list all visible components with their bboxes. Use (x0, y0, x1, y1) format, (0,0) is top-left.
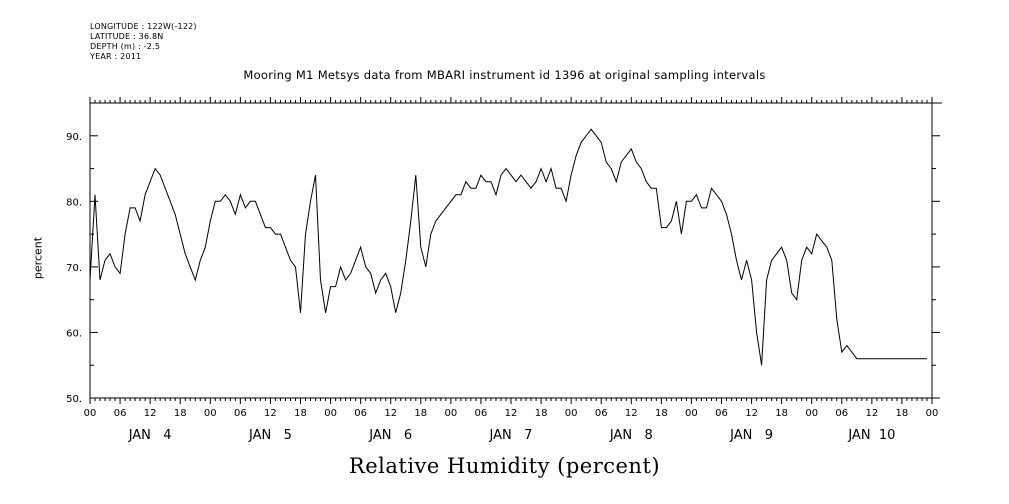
x-tick-label: 12 (625, 408, 638, 419)
x-tick-label: 00 (926, 408, 939, 419)
x-tick-label: 18 (174, 408, 187, 419)
metadata-block: LONGITUDE : 122W(-122) LATITUDE : 36.8N … (90, 22, 197, 62)
x-tick-label: 00 (685, 408, 698, 419)
x-tick-label: 18 (775, 408, 788, 419)
y-tick-label: 80. (66, 197, 82, 208)
meta-longitude: LONGITUDE : 122W(-122) (90, 22, 197, 31)
y-tick-label: 50. (66, 394, 82, 405)
x-tick-label: 12 (865, 408, 878, 419)
x-tick-label: 18 (655, 408, 668, 419)
y-tick-label: 60. (66, 328, 82, 339)
x-tick-label: 18 (896, 408, 909, 419)
x-tick-label: 06 (234, 408, 247, 419)
chart-title: Mooring M1 Metsys data from MBARI instru… (243, 68, 766, 82)
x-tick-label: 00 (565, 408, 578, 419)
meta-year: YEAR : 2011 (90, 52, 142, 61)
tick-labels-group: 00 06 12 18 00 06 12 18 00 06 12 18 00 06 12 18 00 06 12 18… (66, 132, 938, 443)
meta-depth: DEPTH (m) : -2.5 (90, 42, 161, 51)
variable-title: Relative Humidity (percent) (348, 454, 661, 478)
x-tick-label: 00 (204, 408, 217, 419)
relative-humidity-line (89, 128, 927, 366)
day-label: JAN 7 (489, 428, 533, 443)
x-tick-label: 12 (144, 408, 157, 419)
x-tick-label: 18 (414, 408, 427, 419)
day-label: JAN 9 (729, 428, 773, 443)
x-tick-label: 00 (444, 408, 457, 419)
x-tick-label: 06 (835, 408, 848, 419)
day-label: JAN 5 (248, 428, 292, 443)
day-label: JAN 10 (847, 428, 895, 443)
x-tick-label: 18 (294, 408, 307, 419)
x-tick-label: 06 (114, 408, 127, 419)
x-tick-label: 06 (475, 408, 488, 419)
x-tick-label: 12 (745, 408, 758, 419)
axes-group (89, 97, 942, 399)
x-tick-label: 06 (595, 408, 608, 419)
day-label: JAN 6 (368, 428, 412, 443)
ticks-group (89, 97, 940, 404)
day-label: JAN 8 (609, 428, 653, 443)
x-tick-label: 18 (535, 408, 548, 419)
series-group (89, 128, 927, 366)
x-tick-label: 12 (264, 408, 277, 419)
meta-latitude: LATITUDE : 36.8N (90, 32, 164, 41)
x-tick-label: 06 (715, 408, 728, 419)
x-tick-label: 12 (384, 408, 397, 419)
day-label: JAN 4 (128, 428, 172, 443)
y-tick-label: 70. (66, 263, 82, 274)
x-tick-label: 00 (805, 408, 818, 419)
x-tick-label: 06 (354, 408, 367, 419)
x-tick-label: 00 (324, 408, 337, 419)
x-tick-label: 00 (84, 408, 97, 419)
y-tick-label: 90. (66, 132, 82, 143)
x-tick-label: 12 (505, 408, 518, 419)
